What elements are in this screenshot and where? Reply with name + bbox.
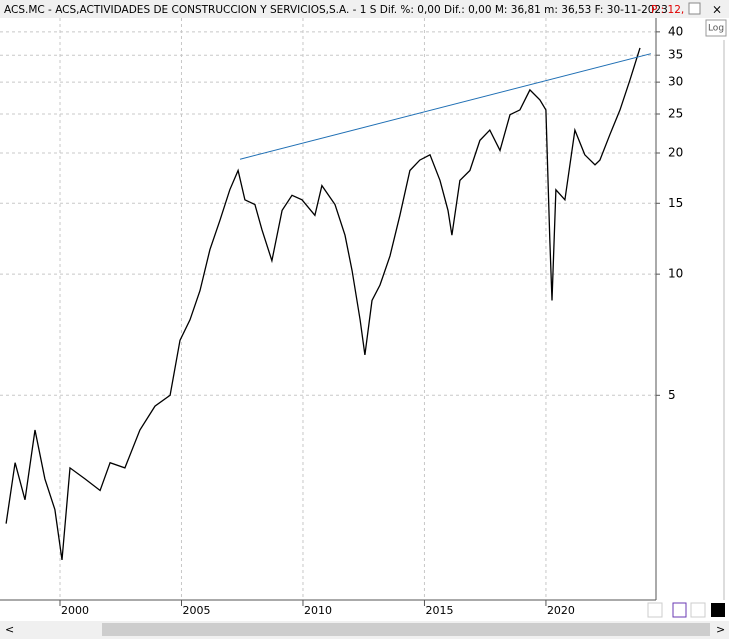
x-tick-label: 2020 <box>547 604 575 617</box>
price-label: P : 12, <box>651 4 684 16</box>
x-tick-label: 2000 <box>61 604 89 617</box>
y-tick-label: 25 <box>668 107 683 121</box>
y-tick-label: 10 <box>668 267 683 281</box>
color-button[interactable] <box>711 603 725 617</box>
y-tick-label: 15 <box>668 196 683 210</box>
close-button[interactable]: × <box>712 3 722 17</box>
x-tick-label: 2015 <box>425 604 453 617</box>
log-button-label[interactable]: Log <box>708 24 724 34</box>
price-line <box>5 47 641 560</box>
tool-button[interactable] <box>647 602 663 618</box>
trendline <box>239 53 652 160</box>
y-tick-label: 5 <box>668 388 676 402</box>
scrollbar-thumb[interactable] <box>102 623 710 636</box>
restore-button[interactable] <box>688 2 701 15</box>
window-buttons[interactable]: × <box>688 2 722 17</box>
x-tick-label: 2010 <box>304 604 332 617</box>
x-tick-label: 2005 <box>182 604 210 617</box>
y-tick-label: 30 <box>668 75 683 89</box>
scroll-left[interactable]: < <box>5 623 14 636</box>
y-tick-label: 40 <box>668 24 683 38</box>
pin-button[interactable] <box>690 602 706 618</box>
scroll-right[interactable]: > <box>716 623 725 636</box>
y-tick-label: 20 <box>668 146 683 160</box>
log-button[interactable] <box>705 19 727 37</box>
save-button[interactable] <box>672 602 687 618</box>
y-tick-label: 35 <box>668 48 683 62</box>
title-bar <box>0 0 729 18</box>
chart-title: ACS.MC - ACS,ACTIVIDADES DE CONSTRUCCION… <box>4 4 668 16</box>
